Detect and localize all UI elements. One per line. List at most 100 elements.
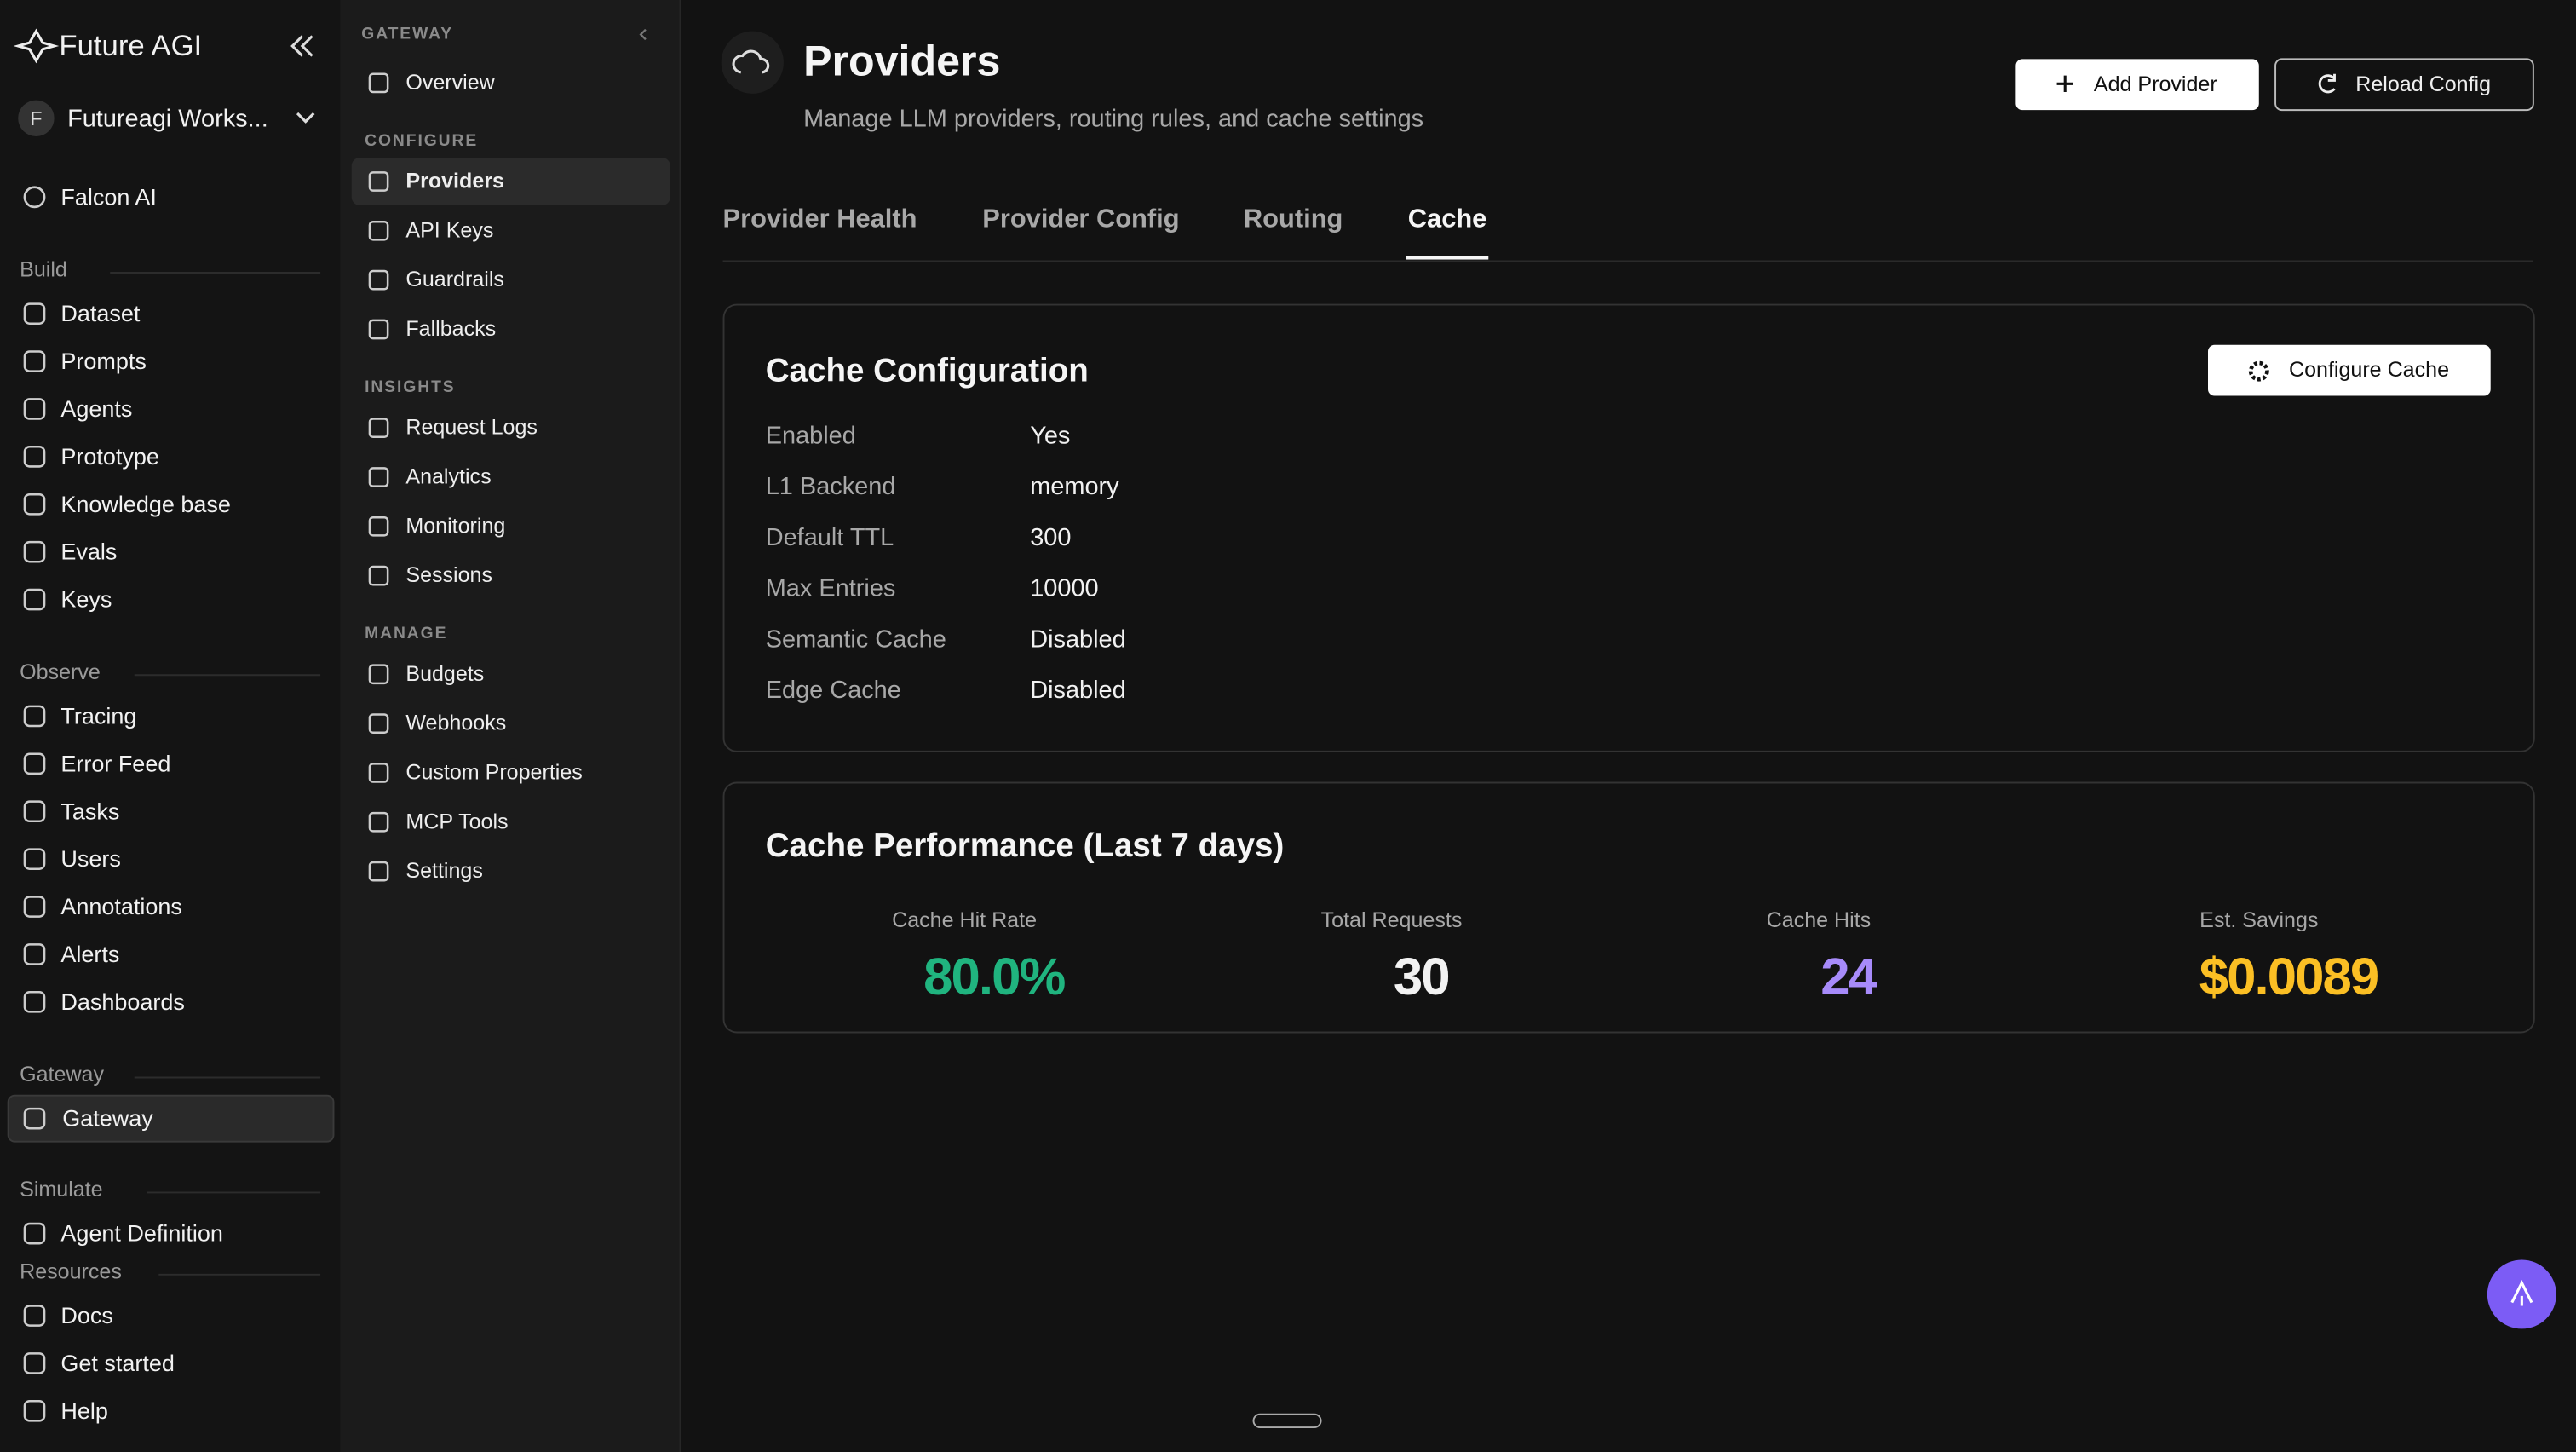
nav-icon: [23, 186, 46, 209]
nav-icon: [23, 1305, 46, 1327]
logo: [13, 28, 60, 64]
tab[interactable]: Provider Config: [982, 203, 1179, 233]
assistant-icon: [2510, 1280, 2533, 1306]
configure-cache-button[interactable]: [2208, 344, 2491, 396]
nav-icon: [368, 220, 389, 241]
config-label: Enabled: [766, 422, 856, 449]
nav-icon: [23, 540, 46, 563]
nav-icon: [368, 565, 389, 586]
reload-config-button[interactable]: [2274, 58, 2534, 112]
nav-item[interactable]: Agent Definition: [60, 1221, 223, 1247]
metric-label: Cache Hits: [1767, 908, 1872, 932]
nav-item[interactable]: Prompts: [60, 349, 146, 374]
assistant-button[interactable]: [2487, 1259, 2556, 1329]
subnav-item[interactable]: Analytics: [405, 465, 491, 489]
nav-icon: [23, 1222, 46, 1245]
button-label[interactable]: Reload Config: [2355, 72, 2491, 96]
nav-icon: [368, 72, 389, 94]
subnav-item[interactable]: Monitoring: [405, 514, 505, 538]
active-item-bg: [351, 158, 670, 205]
workspace-name[interactable]: Futureagi Works...: [67, 105, 268, 132]
subnav-bg: [340, 0, 681, 1452]
nav-item[interactable]: Docs: [60, 1303, 112, 1328]
active-item-bg: [7, 1094, 335, 1143]
nav-item[interactable]: Dashboards: [60, 989, 185, 1015]
nav-item[interactable]: Error Feed: [60, 751, 170, 776]
add-provider-button[interactable]: [2015, 59, 2259, 111]
page-subtitle: Manage LLM providers, routing rules, and…: [803, 105, 1423, 132]
tab[interactable]: Cache: [1408, 203, 1487, 233]
nav-item[interactable]: Annotations: [60, 894, 182, 919]
nav-item[interactable]: Help: [60, 1398, 108, 1424]
nav-item[interactable]: Alerts: [60, 942, 119, 967]
subnav-item[interactable]: Webhooks: [405, 712, 506, 735]
nav-icon: [368, 861, 389, 882]
nav-item[interactable]: Gateway: [62, 1106, 153, 1132]
config-label: Max Entries: [766, 575, 896, 602]
subnav-item[interactable]: Providers: [405, 170, 504, 193]
nav-icon: [23, 1399, 46, 1422]
collapse-button[interactable]: [290, 35, 313, 57]
nav-item[interactable]: Agents: [60, 396, 132, 422]
nav-icon: [368, 811, 389, 833]
config-value: Disabled: [1030, 625, 1126, 653]
subnav-title: GATEWAY: [361, 26, 453, 43]
nav-icon: [368, 467, 389, 487]
config-value: memory: [1030, 473, 1119, 500]
header-icon-bg: [721, 31, 784, 94]
page-title: Providers: [803, 37, 1000, 84]
section-title: Observe: [20, 660, 101, 684]
workspace-chevron[interactable]: [296, 112, 315, 124]
config-value: Yes: [1030, 422, 1070, 449]
nav-item[interactable]: Knowledge base: [60, 492, 231, 517]
nav-item[interactable]: Keys: [60, 587, 112, 613]
subnav-item[interactable]: Custom Properties: [405, 761, 582, 785]
subnav-item[interactable]: Overview: [405, 71, 495, 95]
nav-item[interactable]: Evals: [60, 539, 117, 565]
plus-icon: [2056, 75, 2073, 92]
card-title: Cache Configuration: [766, 353, 1089, 389]
nav-item[interactable]: Tasks: [60, 798, 119, 824]
nav-icon: [23, 705, 46, 728]
tab-underline: [1406, 256, 1489, 260]
subnav-item[interactable]: API Keys: [405, 218, 493, 242]
section-title: Resources: [20, 1260, 122, 1284]
scroll-handle: [1252, 1413, 1322, 1429]
nav-item[interactable]: Get started: [60, 1351, 175, 1376]
metric-label: Total Requests: [1321, 908, 1463, 932]
config-value: 10000: [1030, 575, 1098, 602]
tab[interactable]: Provider Health: [723, 203, 917, 233]
nav-item[interactable]: Tracing: [60, 703, 136, 729]
nav-item[interactable]: Users: [60, 846, 120, 872]
nav-icon: [23, 493, 46, 516]
nav-icon: [23, 588, 46, 611]
button-label[interactable]: Add Provider: [2094, 72, 2217, 96]
nav-icon: [368, 763, 389, 783]
nav-item[interactable]: Dataset: [60, 301, 141, 326]
brand: Future AGI: [59, 30, 202, 62]
metric-label: Cache Hit Rate: [892, 908, 1037, 932]
subnav-item[interactable]: Settings: [405, 859, 483, 883]
section-title: Build: [20, 258, 67, 282]
nav-icon: [23, 1107, 46, 1130]
tab[interactable]: Routing: [1244, 203, 1343, 233]
config-card: [722, 303, 2535, 752]
nav-item[interactable]: Prototype: [60, 444, 159, 470]
button-label[interactable]: Configure Cache: [2289, 358, 2449, 382]
subnav-item[interactable]: Sessions: [405, 563, 492, 587]
metric-value: 24: [1820, 948, 1877, 1006]
subnav-collapse[interactable]: [639, 28, 647, 41]
nav-icon: [23, 446, 46, 468]
nav-item[interactable]: Falcon AI: [60, 184, 157, 210]
subnav-item[interactable]: Guardrails: [405, 268, 504, 291]
subnav-group-title: MANAGE: [365, 625, 447, 642]
sidebar-bg: [0, 0, 341, 1452]
card-title: Cache Performance (Last 7 days): [766, 827, 1285, 864]
subnav-item[interactable]: Budgets: [405, 662, 484, 686]
subnav-item[interactable]: Request Logs: [405, 416, 538, 440]
subnav-item[interactable]: MCP Tools: [405, 810, 508, 833]
nav-icon: [368, 319, 389, 340]
subnav-item[interactable]: Fallbacks: [405, 317, 496, 341]
